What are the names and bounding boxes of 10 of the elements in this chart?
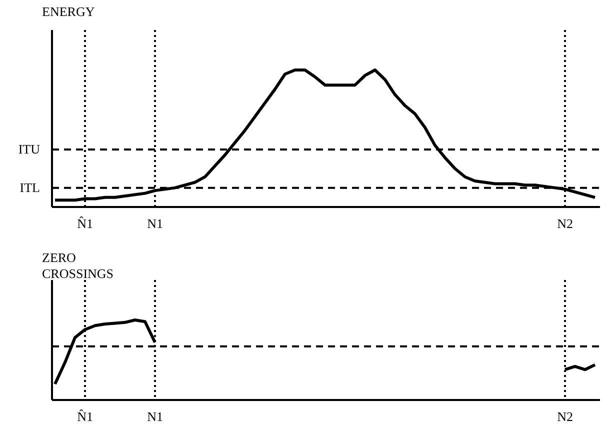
x-tick-label: N̂1 [77, 216, 93, 232]
x-tick-label: N̂1 [77, 408, 93, 424]
x-tick-label: N1 [147, 216, 163, 232]
x-tick-label: N2 [557, 409, 573, 424]
x-tick-label: N2 [557, 216, 573, 232]
x-tick-label: N1 [147, 409, 163, 424]
ref-line-label: ITU [18, 141, 41, 156]
chart-title: ENERGY [42, 4, 96, 19]
ref-line-label: ITL [20, 180, 40, 195]
chart-title: ZERO CROSSINGS [42, 250, 114, 281]
